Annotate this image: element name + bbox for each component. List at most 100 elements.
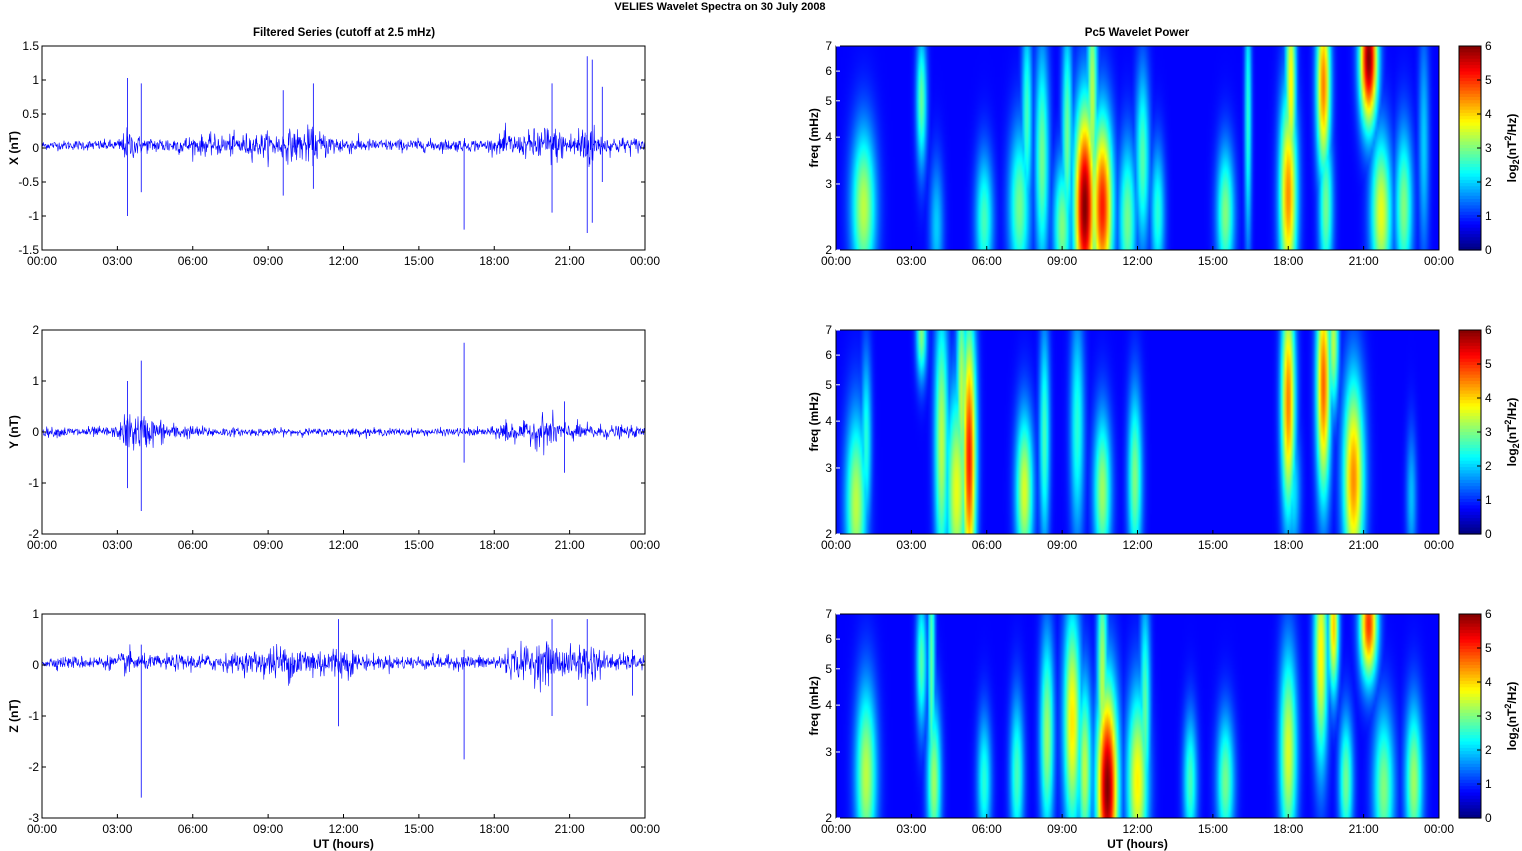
colorbar-swatch — [1459, 731, 1481, 736]
colorbar-swatch — [1459, 435, 1481, 439]
x-series-xtick-label: 09:00 — [253, 254, 283, 268]
colorbar-swatch — [1459, 633, 1481, 637]
colorbar-swatch — [1459, 447, 1481, 452]
colorbar-tick-label: 4 — [1485, 675, 1492, 689]
colorbar-swatch — [1459, 680, 1481, 685]
colorbar-swatch — [1459, 119, 1481, 124]
colorbar-swatch — [1459, 74, 1481, 79]
colorbar-swatch — [1459, 371, 1481, 376]
colorbar-swatch — [1459, 696, 1481, 701]
z-wavelet-xtick-label: 06:00 — [972, 822, 1002, 836]
z-wavelet-ytick-label: 3 — [825, 745, 832, 759]
colorbar-swatch — [1459, 195, 1481, 200]
colorbar-swatch — [1459, 361, 1481, 366]
colorbar-swatch — [1459, 87, 1481, 92]
colorbar-swatch — [1459, 237, 1481, 242]
x-wavelet-xtick-label: 18:00 — [1273, 254, 1303, 268]
colorbar-swatch — [1459, 393, 1481, 398]
colorbar-swatch — [1459, 655, 1481, 660]
x-series-ytick-label: -0.5 — [18, 175, 39, 189]
colorbar-swatch — [1459, 240, 1481, 245]
x-series-panel: -1.5 -1 -0.5 0 0.5 1 1.5 00:00 03:00 06:00 09:00 12… — [7, 39, 660, 268]
y-series-trace — [41, 409, 646, 456]
colorbar-swatch — [1459, 521, 1481, 526]
x-series-ytick-label: 0 — [32, 141, 39, 155]
z-series-ytick-label: 1 — [32, 607, 39, 621]
colorbar-swatch — [1459, 112, 1481, 117]
colorbar-swatch — [1459, 677, 1481, 682]
colorbar-swatch — [1459, 709, 1481, 714]
colorbar-swatch — [1459, 652, 1481, 657]
y-wavelet-ytick-label: 3 — [825, 461, 832, 475]
colorbar-swatch — [1459, 387, 1481, 392]
x-wavelet-xtick-label: 00:00 — [1424, 254, 1454, 268]
colorbar-swatch — [1459, 770, 1481, 774]
colorbar-swatch — [1459, 81, 1481, 85]
colorbar-swatch — [1459, 138, 1481, 143]
colorbar-swatch — [1459, 109, 1481, 114]
y-series-xtick-label: 00:00 — [630, 538, 660, 552]
colorbar-swatch — [1459, 384, 1481, 388]
colorbar-label: log2(nT2/Hz) — [1503, 682, 1521, 751]
colorbar-swatch — [1459, 802, 1481, 806]
colorbar-swatch — [1459, 148, 1481, 152]
colorbar-swatch — [1459, 511, 1481, 516]
colorbar-swatch — [1459, 128, 1481, 133]
colorbar-swatch — [1459, 642, 1481, 647]
colorbar-swatch — [1459, 741, 1481, 746]
z-wavelet-ylabel: freq (mHz) — [807, 676, 821, 735]
colorbar-swatch — [1459, 93, 1481, 98]
colorbar-swatch — [1459, 671, 1481, 676]
left-column-title: Filtered Series (cutoff at 2.5 mHz) — [253, 27, 435, 39]
x-series-xtick-label: 18:00 — [479, 254, 509, 268]
colorbar-swatch — [1459, 163, 1481, 168]
colorbar-tick-label: 2 — [1485, 459, 1492, 473]
z-series-ytick-label: -3 — [28, 811, 39, 825]
colorbar-swatch — [1459, 719, 1481, 723]
figure-suptitle: VELIES Wavelet Spectra on 30 July 2008 — [614, 1, 825, 13]
z-wavelet-ytick-label: 5 — [825, 662, 832, 676]
z-series-xtick-label: 12:00 — [328, 822, 358, 836]
colorbar-swatch — [1459, 479, 1481, 484]
y-series-ylabel: Y (nT) — [7, 415, 21, 449]
colorbar-swatch — [1459, 792, 1481, 797]
colorbar-tick-label: 0 — [1485, 243, 1492, 257]
colorbar-swatch — [1459, 377, 1481, 382]
colorbar-swatch — [1459, 649, 1481, 653]
colorbar-swatch — [1459, 438, 1481, 443]
y-series-ytick-label: 2 — [32, 323, 39, 337]
colorbar-swatch — [1459, 454, 1481, 459]
colorbar-swatch — [1459, 428, 1481, 433]
x-series-xtick-label: 12:00 — [328, 254, 358, 268]
z-wavelet-ytick-label: 7 — [825, 607, 832, 621]
y-series-xtick-label: 18:00 — [479, 538, 509, 552]
colorbar-swatch — [1459, 505, 1481, 510]
colorbar-swatch — [1459, 103, 1481, 108]
x-series-xtick-label: 06:00 — [178, 254, 208, 268]
colorbar-swatch — [1459, 623, 1481, 628]
colorbar-swatch — [1459, 530, 1481, 535]
colorbar-swatch — [1459, 100, 1481, 104]
z-series-xtick-label: 18:00 — [479, 822, 509, 836]
colorbar-tick-label: 0 — [1485, 527, 1492, 541]
colorbar-swatch — [1459, 808, 1481, 813]
colorbar-swatch — [1459, 365, 1481, 369]
y-wavelet-xtick-label: 21:00 — [1349, 538, 1379, 552]
colorbar-swatch — [1459, 798, 1481, 803]
y-wavelet-panel: 2 3 4 5 6 7 00:00 03:00 06:00 09:00 12:00 15:00 18:0… — [807, 323, 1521, 552]
z-wavelet-xtick-label: 21:00 — [1349, 822, 1379, 836]
x-wavelet-ytick-label: 4 — [825, 130, 832, 144]
colorbar-swatch — [1459, 224, 1481, 229]
colorbar-swatch — [1459, 524, 1481, 529]
z-wavelet-xtick-label: 12:00 — [1122, 822, 1152, 836]
y-series-ytick-label: -2 — [28, 527, 39, 541]
colorbar-swatch — [1459, 97, 1481, 101]
z-series-ytick-label: 0 — [32, 658, 39, 672]
z-wavelet-xtick-label: 00:00 — [1424, 822, 1454, 836]
x-series-ytick-label: 0.5 — [22, 107, 39, 121]
colorbar-swatch — [1459, 179, 1481, 184]
colorbar-swatch — [1459, 58, 1481, 63]
colorbar-swatch — [1459, 674, 1481, 679]
z-wavelet-ytick-label: 2 — [825, 811, 832, 825]
colorbar-swatch — [1459, 441, 1481, 446]
